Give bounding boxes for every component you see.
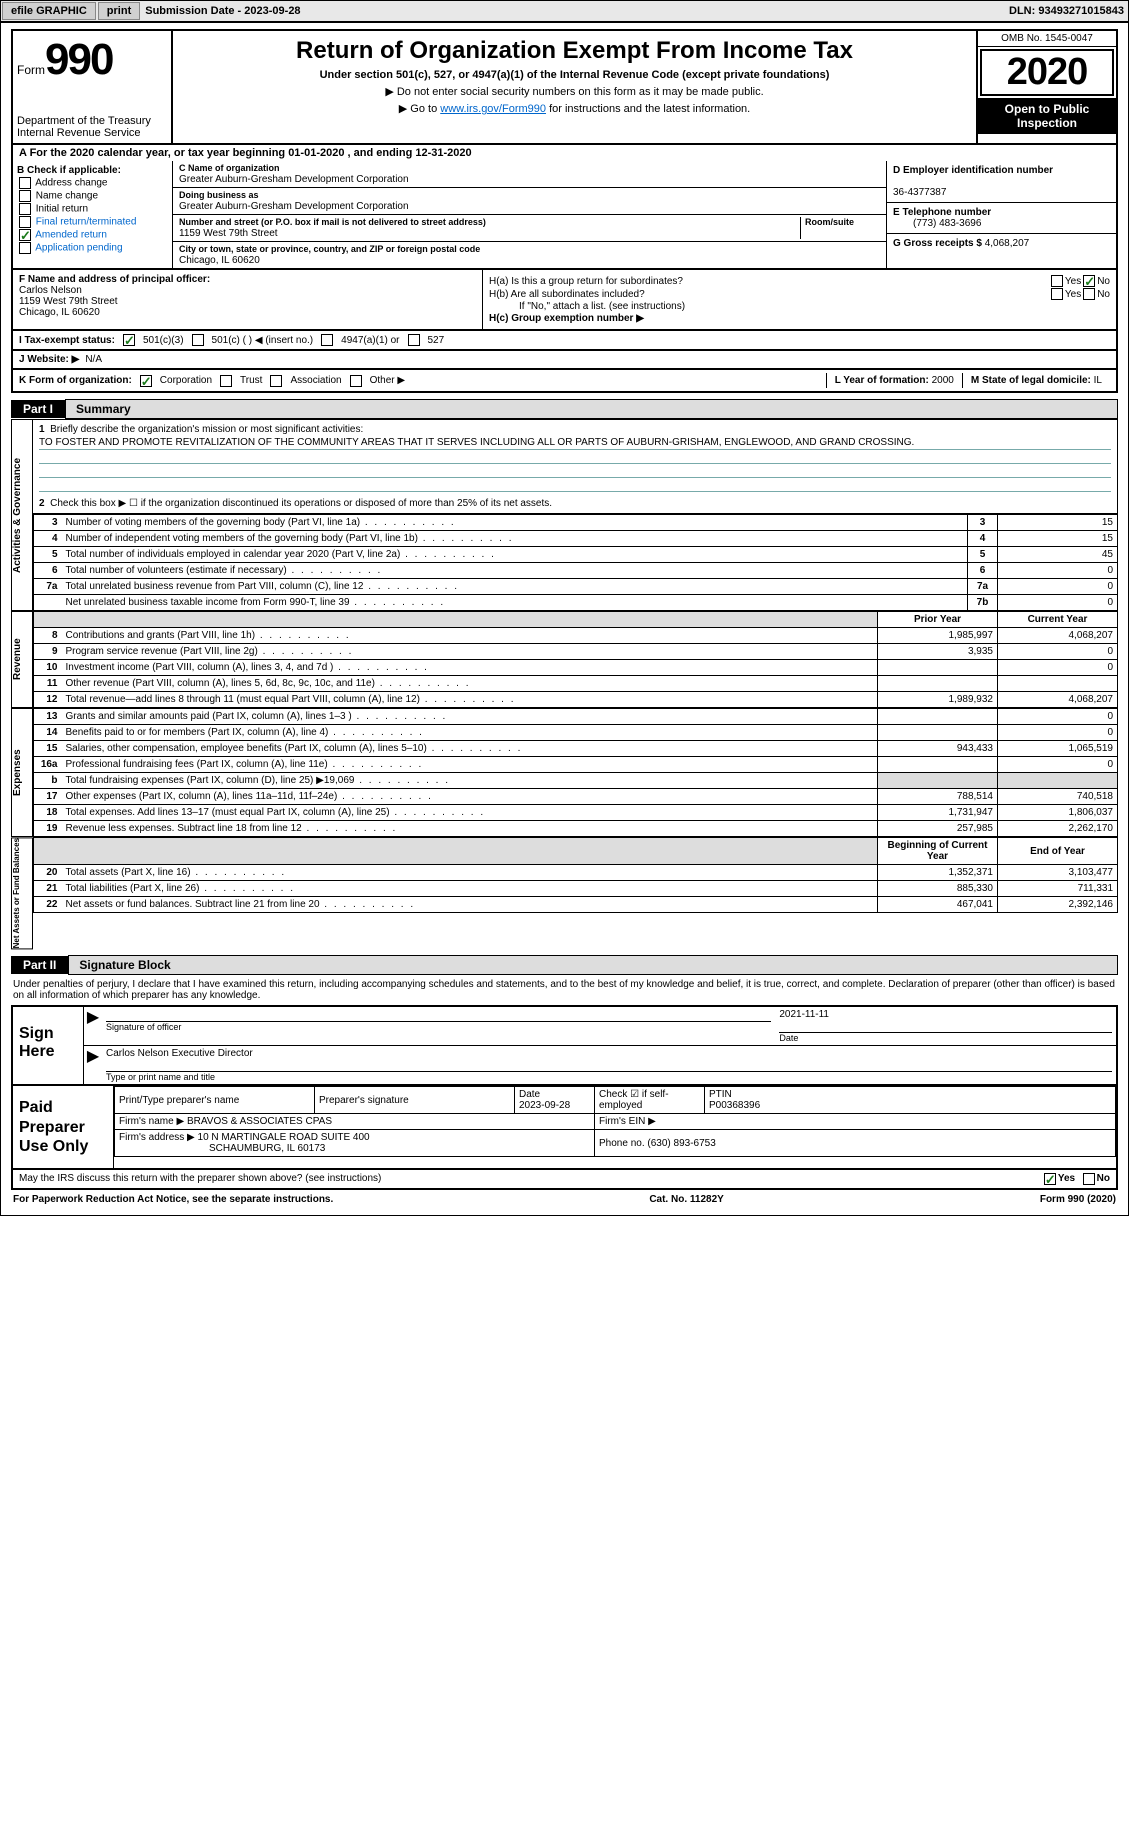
- side-revenue: Revenue: [11, 611, 33, 708]
- topbar: efile GRAPHIC print Submission Date - 20…: [0, 0, 1129, 22]
- part1-body: Activities & Governance 1 Briefly descri…: [11, 419, 1118, 611]
- checkbox-amended-return[interactable]: Amended return: [17, 229, 168, 241]
- efile-button[interactable]: efile GRAPHIC: [2, 2, 96, 20]
- part2-header: Part II Signature Block: [11, 955, 1118, 975]
- block-fh: F Name and address of principal officer:…: [11, 270, 1118, 331]
- line-k: K Form of organization: Corporation Trus…: [11, 370, 1118, 393]
- print-button[interactable]: print: [98, 2, 140, 20]
- irs-yes-checkbox[interactable]: [1044, 1173, 1056, 1185]
- signature-arrow-icon: ▶: [84, 1007, 102, 1045]
- net-lines-table: Beginning of Current YearEnd of Year20To…: [33, 837, 1118, 913]
- dln-label: DLN: 93493271015843: [1009, 5, 1128, 17]
- checkbox-name-change[interactable]: Name change: [17, 190, 168, 202]
- note-ssn: ▶ Do not enter social security numbers o…: [179, 85, 970, 98]
- irs-link[interactable]: www.irs.gov/Form990: [440, 103, 546, 115]
- checkbox-address-change[interactable]: Address change: [17, 177, 168, 189]
- ha-yes-checkbox[interactable]: [1051, 275, 1063, 287]
- form-subtitle: Under section 501(c), 527, or 4947(a)(1)…: [179, 69, 970, 81]
- submission-label: Submission Date - 2023-09-28: [141, 5, 304, 17]
- paid-preparer-block: Paid Preparer Use Only Print/Type prepar…: [11, 1086, 1118, 1170]
- section-f: F Name and address of principal officer:…: [13, 270, 483, 329]
- name-arrow-icon: ▶: [84, 1046, 102, 1084]
- rev-lines-table: Prior YearCurrent Year8Contributions and…: [33, 611, 1118, 708]
- corp-checkbox[interactable]: [140, 375, 152, 387]
- irs-no-checkbox[interactable]: [1083, 1173, 1095, 1185]
- 501c-checkbox[interactable]: [192, 334, 204, 346]
- line-i: I Tax-exempt status: 501(c)(3) 501(c) ( …: [11, 331, 1118, 351]
- checkbox-final-return-terminated[interactable]: Final return/terminated: [17, 216, 168, 228]
- hb-yes-checkbox[interactable]: [1051, 288, 1063, 300]
- section-h: H(a) Is this a group return for subordin…: [483, 270, 1116, 329]
- ha-no-checkbox[interactable]: [1083, 275, 1095, 287]
- perjury-declaration: Under penalties of perjury, I declare th…: [11, 975, 1118, 1005]
- trust-checkbox[interactable]: [220, 375, 232, 387]
- checkbox-initial-return[interactable]: Initial return: [17, 203, 168, 215]
- note-link: ▶ Go to www.irs.gov/Form990 for instruct…: [179, 102, 970, 115]
- section-c: C Name of organizationGreater Auburn-Gre…: [173, 161, 886, 268]
- checkbox-application-pending[interactable]: Application pending: [17, 242, 168, 254]
- sign-here-block: Sign Here ▶ Signature of officer 2021-11…: [11, 1005, 1118, 1086]
- form-header: Form990 Department of the TreasuryIntern…: [11, 29, 1118, 145]
- other-checkbox[interactable]: [350, 375, 362, 387]
- irs-discuss-line: May the IRS discuss this return with the…: [11, 1170, 1118, 1190]
- part1-header: Part I Summary: [11, 399, 1118, 419]
- omb-number: OMB No. 1545-0047: [978, 31, 1116, 47]
- hb-no-checkbox[interactable]: [1083, 288, 1095, 300]
- 527-checkbox[interactable]: [408, 334, 420, 346]
- form-title: Return of Organization Exempt From Incom…: [179, 37, 970, 65]
- open-inspection: Open to Public Inspection: [978, 98, 1116, 134]
- assoc-checkbox[interactable]: [270, 375, 282, 387]
- line-j: J Website: ▶ N/A: [11, 351, 1118, 370]
- tax-year: 2020: [980, 49, 1114, 96]
- side-net: Net Assets or Fund Balances: [11, 837, 33, 949]
- mission-block: 1 Briefly describe the organization's mi…: [33, 419, 1118, 514]
- 4947-checkbox[interactable]: [321, 334, 333, 346]
- block-bcdefg: B Check if applicable: Address change Na…: [11, 161, 1118, 270]
- section-deg: D Employer identification number36-43773…: [886, 161, 1116, 268]
- section-b: B Check if applicable: Address change Na…: [13, 161, 173, 268]
- 501c3-checkbox[interactable]: [123, 334, 135, 346]
- page-footer: For Paperwork Reduction Act Notice, see …: [11, 1190, 1118, 1209]
- side-expenses: Expenses: [11, 708, 33, 837]
- tax-period: A For the 2020 calendar year, or tax yea…: [11, 145, 1118, 161]
- form-page: Form990 Department of the TreasuryIntern…: [0, 22, 1129, 1216]
- side-governance: Activities & Governance: [11, 419, 33, 611]
- gov-lines-table: 3Number of voting members of the governi…: [33, 514, 1118, 611]
- exp-lines-table: 13Grants and similar amounts paid (Part …: [33, 708, 1118, 837]
